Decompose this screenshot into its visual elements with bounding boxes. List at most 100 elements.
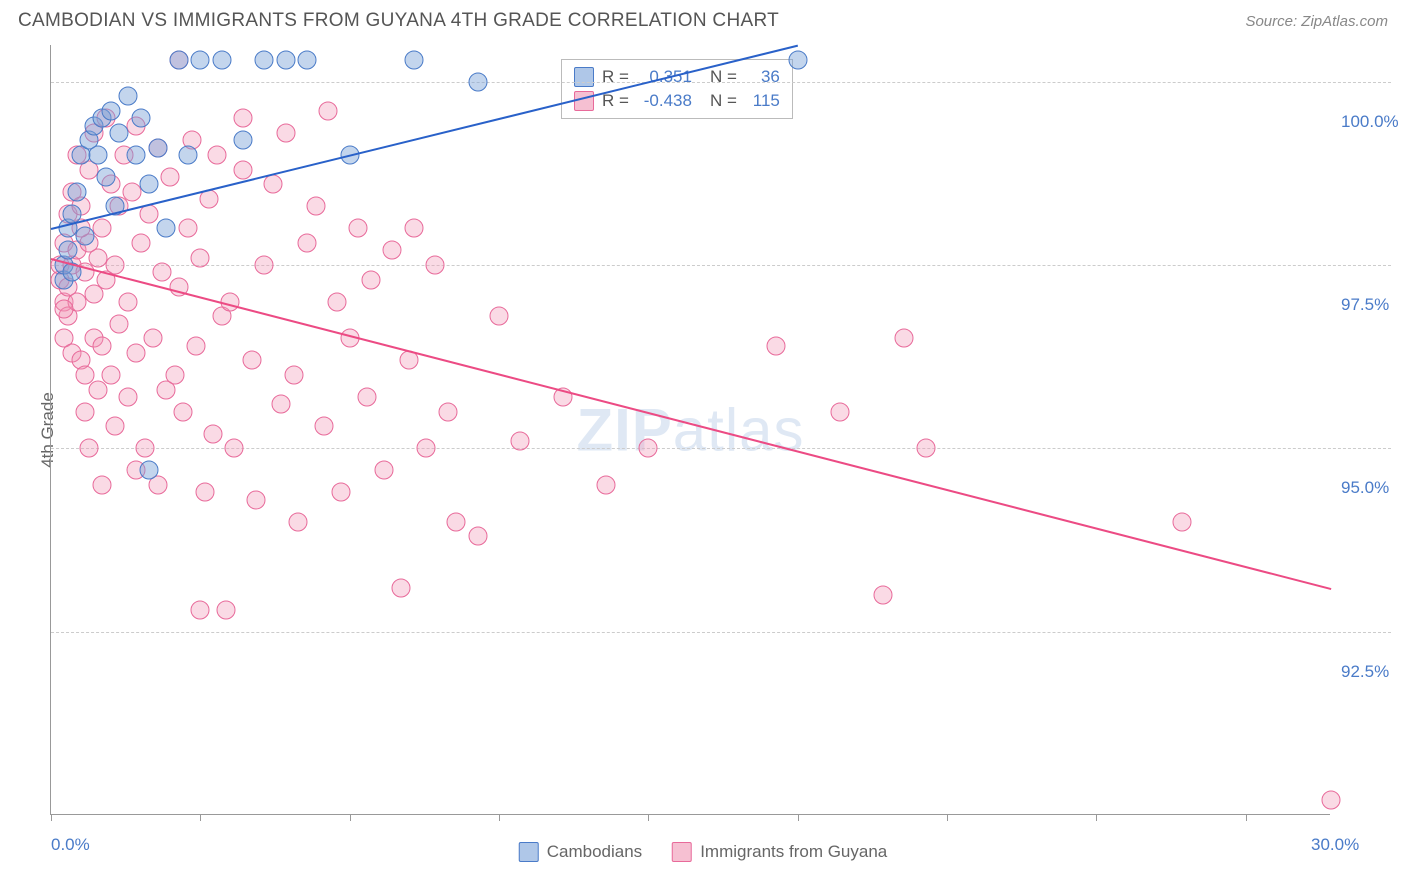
y-tick-label: 95.0% [1341, 478, 1389, 498]
x-tick [798, 814, 799, 821]
scatter-point [285, 366, 304, 385]
y-tick-label: 97.5% [1341, 295, 1389, 315]
x-tick [499, 814, 500, 821]
scatter-point [255, 256, 274, 275]
chart-source: Source: ZipAtlas.com [1245, 13, 1388, 30]
scatter-point [110, 314, 129, 333]
x-tick [51, 814, 52, 821]
gridline [51, 632, 1391, 633]
scatter-point [84, 285, 103, 304]
scatter-point [362, 270, 381, 289]
scatter-point [127, 344, 146, 363]
plot-area: ZIPatlas R = 0.351 N = 36 R = -0.438 N =… [50, 45, 1330, 815]
scatter-point [195, 483, 214, 502]
scatter-point [788, 50, 807, 69]
scatter-point [332, 483, 351, 502]
x-tick [648, 814, 649, 821]
scatter-point [106, 417, 125, 436]
scatter-point [191, 50, 210, 69]
scatter-point [298, 234, 317, 253]
scatter-point [131, 234, 150, 253]
scatter-point [131, 109, 150, 128]
scatter-point [234, 131, 253, 150]
scatter-point [88, 146, 107, 165]
chart-header: CAMBODIAN VS IMMIGRANTS FROM GUYANA 4TH … [0, 0, 1406, 40]
scatter-point [831, 402, 850, 421]
x-label-min: 0.0% [51, 835, 90, 855]
scatter-point [187, 336, 206, 355]
x-tick [200, 814, 201, 821]
scatter-point [276, 50, 295, 69]
scatter-point [148, 138, 167, 157]
scatter-point [140, 461, 159, 480]
scatter-point [276, 124, 295, 143]
scatter-point [306, 197, 325, 216]
scatter-point [447, 512, 466, 531]
scatter-point [118, 388, 137, 407]
gridline [51, 82, 1391, 83]
scatter-point [80, 439, 99, 458]
scatter-point [242, 351, 261, 370]
watermark: ZIPatlas [576, 395, 804, 464]
scatter-point [191, 600, 210, 619]
legend-cambodians: Cambodians [519, 842, 642, 862]
scatter-point [101, 366, 120, 385]
scatter-point [426, 256, 445, 275]
scatter-point [178, 219, 197, 238]
scatter-point [140, 175, 159, 194]
scatter-point [88, 380, 107, 399]
scatter-point [97, 168, 116, 187]
scatter-point [438, 402, 457, 421]
scatter-point [152, 263, 171, 282]
scatter-point [161, 168, 180, 187]
stats-legend: R = 0.351 N = 36 R = -0.438 N = 115 [561, 59, 793, 119]
scatter-point [289, 512, 308, 531]
scatter-point [174, 402, 193, 421]
scatter-point [118, 87, 137, 106]
scatter-point [216, 600, 235, 619]
swatch-blue [574, 67, 594, 87]
scatter-point [110, 124, 129, 143]
scatter-point [127, 146, 146, 165]
scatter-point [204, 424, 223, 443]
scatter-point [417, 439, 436, 458]
scatter-point [93, 219, 112, 238]
scatter-point [468, 72, 487, 91]
scatter-point [54, 300, 73, 319]
scatter-point [916, 439, 935, 458]
scatter-point [490, 307, 509, 326]
scatter-point [165, 366, 184, 385]
scatter-point [391, 578, 410, 597]
scatter-point [225, 439, 244, 458]
scatter-point [93, 476, 112, 495]
scatter-point [106, 256, 125, 275]
scatter-point [895, 329, 914, 348]
scatter-point [118, 292, 137, 311]
scatter-point [468, 527, 487, 546]
scatter-point [76, 226, 95, 245]
x-label-max: 30.0% [1311, 835, 1359, 855]
y-tick-label: 92.5% [1341, 662, 1389, 682]
swatch-blue [519, 842, 539, 862]
legend-row-blue: R = 0.351 N = 36 [574, 65, 780, 89]
trend-line [51, 258, 1331, 590]
scatter-point [263, 175, 282, 194]
x-tick [350, 814, 351, 821]
trend-line [51, 45, 798, 230]
swatch-pink [574, 91, 594, 111]
swatch-pink [672, 842, 692, 862]
scatter-point [767, 336, 786, 355]
scatter-point [212, 50, 231, 69]
scatter-point [1322, 791, 1341, 810]
scatter-point [67, 182, 86, 201]
legend-guyana: Immigrants from Guyana [672, 842, 887, 862]
scatter-point [596, 476, 615, 495]
x-tick [1246, 814, 1247, 821]
scatter-point [383, 241, 402, 260]
scatter-point [178, 146, 197, 165]
scatter-point [511, 432, 530, 451]
x-tick [1096, 814, 1097, 821]
gridline [51, 448, 1391, 449]
scatter-point [76, 402, 95, 421]
scatter-point [157, 219, 176, 238]
